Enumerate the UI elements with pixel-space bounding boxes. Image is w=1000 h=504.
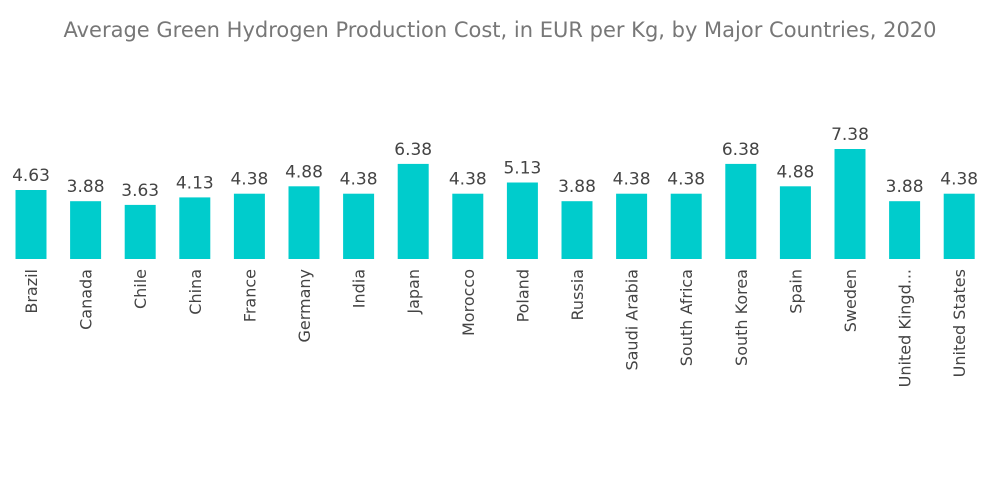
category-label: United Kingd... — [896, 269, 915, 387]
bar-united-states — [943, 193, 975, 259]
value-labels-layer: 4.63 3.88 3.63 4.13 4.38 4.88 4.38 6.38 4.38 5.13… — [12, 125, 978, 201]
value-label: 7.38 — [831, 125, 869, 145]
value-label: 3.88 — [886, 177, 924, 197]
category-label: Russia — [568, 269, 587, 320]
chart-title: Average Green Hydrogen Production Cost, … — [63, 18, 937, 42]
category-label: United States — [950, 269, 969, 377]
category-label: South Korea — [732, 269, 751, 366]
value-label: 5.13 — [503, 159, 541, 179]
bar-poland — [506, 182, 538, 259]
category-label: France — [240, 269, 259, 322]
bar-brazil — [15, 190, 47, 259]
category-labels-layer: Brazil Canada Chile China France Germany India… — [22, 269, 969, 387]
value-label: 4.38 — [667, 170, 705, 190]
value-label: 3.88 — [67, 177, 105, 197]
bar-japan — [397, 163, 429, 259]
value-label: 4.63 — [12, 166, 50, 186]
value-label: 4.88 — [776, 162, 814, 182]
bar-chile — [124, 204, 156, 259]
value-label: 4.88 — [285, 162, 323, 182]
category-label: Sweden — [841, 269, 860, 332]
value-label: 3.63 — [121, 181, 159, 201]
value-label: 6.38 — [394, 140, 432, 160]
bar-france — [233, 193, 265, 259]
bar-china — [179, 197, 211, 259]
category-label: Poland — [513, 269, 532, 322]
value-label: 4.38 — [230, 170, 268, 190]
value-label: 3.88 — [558, 177, 596, 197]
category-label: Japan — [404, 269, 423, 315]
value-label: 4.38 — [449, 170, 487, 190]
bar-germany — [288, 186, 320, 259]
value-label: 4.38 — [340, 170, 378, 190]
category-label: Brazil — [22, 269, 41, 314]
bars-layer — [15, 149, 975, 259]
category-label: Germany — [295, 269, 314, 343]
value-label: 6.38 — [722, 140, 760, 160]
category-label: Saudi Arabia — [623, 269, 642, 371]
category-label: Spain — [786, 269, 805, 314]
bar-russia — [561, 201, 593, 259]
category-label: India — [350, 269, 369, 308]
bar-saudi-arabia — [616, 193, 648, 259]
bar-canada — [70, 201, 102, 259]
value-label: 4.38 — [613, 170, 651, 190]
category-label: Canada — [77, 269, 96, 330]
value-label: 4.13 — [176, 173, 214, 193]
bar-morocco — [452, 193, 484, 259]
bar-united-kingd — [889, 201, 921, 259]
category-label: China — [186, 269, 205, 315]
bar-india — [343, 193, 375, 259]
bar-south-korea — [725, 163, 757, 259]
category-label: Morocco — [459, 269, 478, 336]
value-label: 4.38 — [940, 170, 978, 190]
category-label: Chile — [131, 269, 150, 309]
bar-spain — [779, 186, 811, 259]
category-label: South Africa — [677, 269, 696, 366]
bar-south-africa — [670, 193, 702, 259]
bar-sweden — [834, 149, 866, 259]
